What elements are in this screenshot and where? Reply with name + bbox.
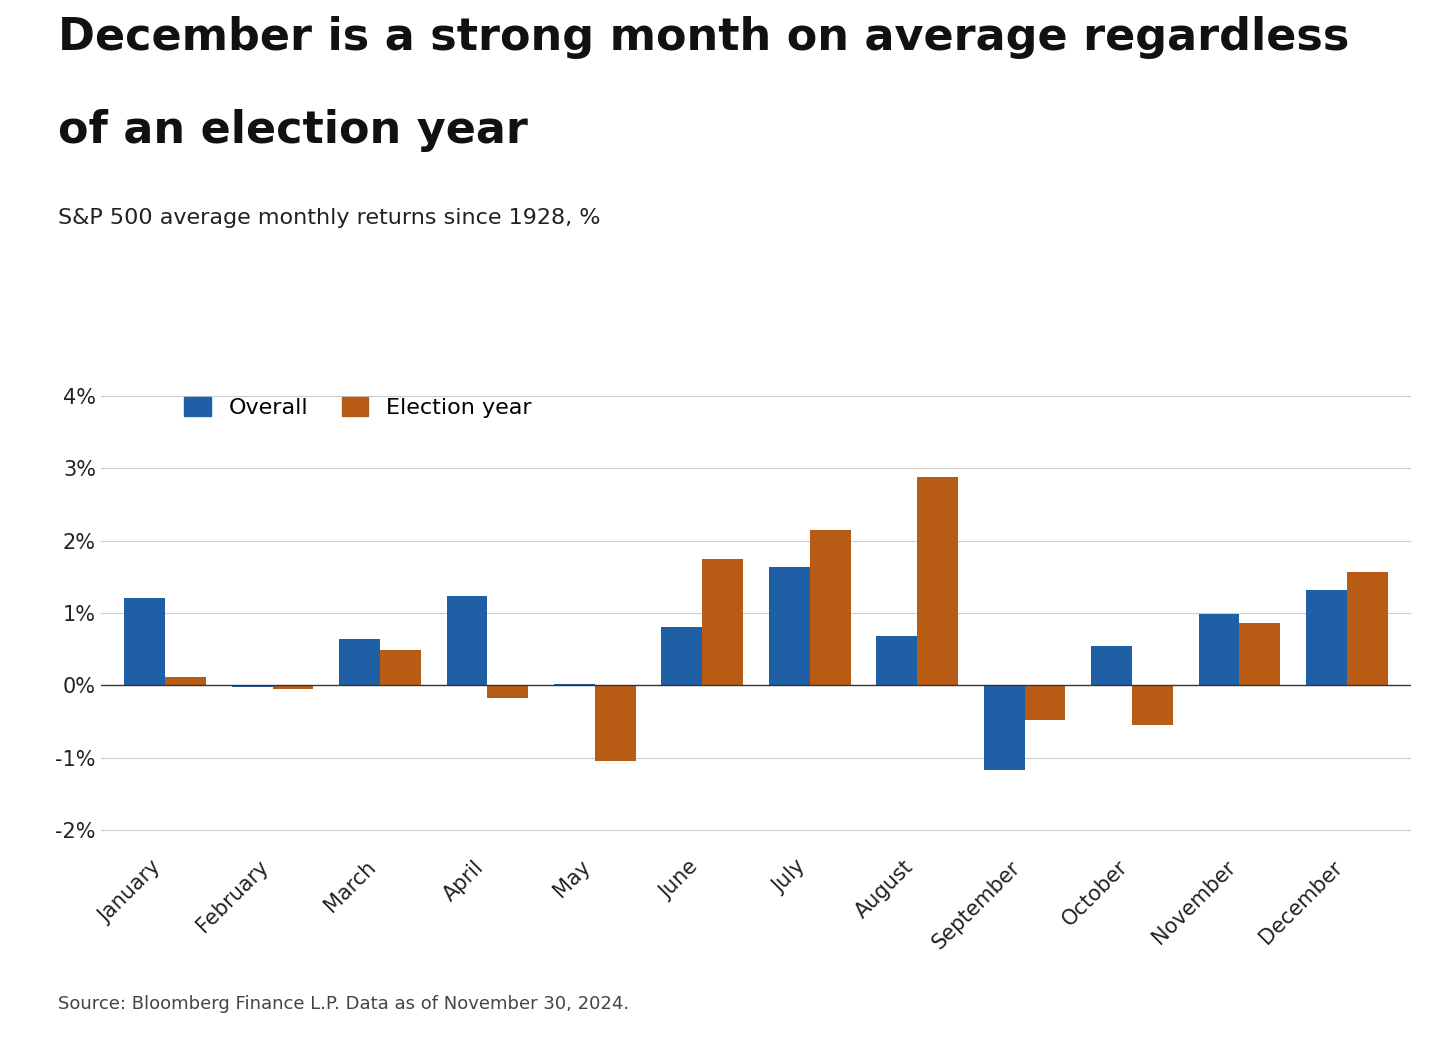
Legend: Overall, Election year: Overall, Election year [177,390,539,425]
Bar [1240,623,1280,686]
Bar [166,677,206,686]
Bar [703,559,743,686]
Bar [1132,686,1172,725]
Bar [232,686,272,687]
Bar [340,639,380,686]
Bar [1306,590,1346,686]
Text: December is a strong month on average regardless: December is a strong month on average re… [58,16,1349,58]
Text: S&P 500 average monthly returns since 1928, %: S&P 500 average monthly returns since 19… [58,208,600,228]
Bar [554,684,595,686]
Bar [1198,614,1240,686]
Bar [595,686,635,762]
Bar [488,686,528,698]
Bar [809,531,851,686]
Bar [446,595,488,686]
Bar [1346,571,1388,686]
Bar [124,597,166,686]
Bar [984,686,1024,770]
Bar [1092,645,1132,686]
Bar [769,566,809,686]
Bar [877,636,917,686]
Text: Source: Bloomberg Finance L.P. Data as of November 30, 2024.: Source: Bloomberg Finance L.P. Data as o… [58,995,629,1013]
Bar [272,686,314,689]
Bar [661,628,703,686]
Text: of an election year: of an election year [58,109,527,152]
Bar [917,477,958,686]
Bar [380,650,420,686]
Bar [1024,686,1066,720]
